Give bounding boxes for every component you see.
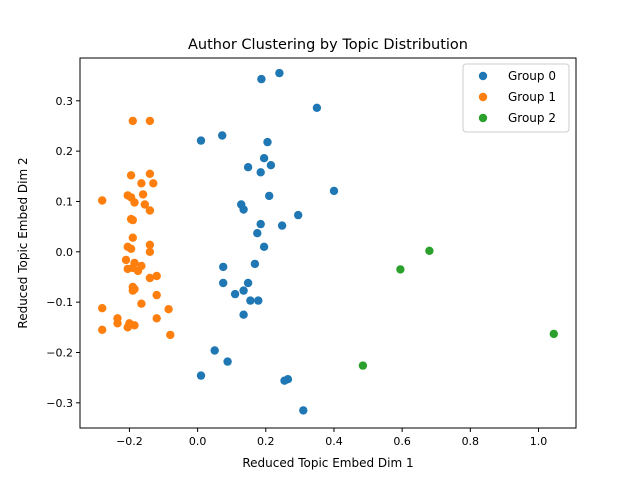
point-group-1-34: [164, 305, 173, 314]
y-axis-ticks: −0.3 −0.2 −0.1 0.0 0.1 0.2 0.3: [46, 95, 80, 410]
point-group-1-33: [98, 304, 107, 313]
point-group-0-28: [210, 346, 219, 355]
points-layer: [98, 68, 558, 415]
point-group-1-18: [126, 244, 136, 253]
point-group-1-14: [128, 215, 137, 225]
y-tick-label-2: −0.1: [46, 296, 73, 309]
point-group-0-7: [266, 161, 276, 170]
y-tick-label-6: 0.3: [56, 95, 74, 108]
point-group-1-6: [138, 190, 148, 199]
point-group-1-0: [128, 116, 137, 126]
point-group-1-4: [149, 179, 158, 188]
point-group-1-32: [137, 299, 146, 308]
point-group-0-14: [294, 210, 303, 220]
point-group-0-6: [259, 154, 269, 163]
point-group-0-25: [246, 296, 255, 305]
point-group-2-0: [425, 246, 434, 255]
point-group-0-27: [239, 310, 248, 319]
point-group-2-2: [358, 361, 368, 370]
x-tick-label-5: 0.8: [462, 435, 480, 448]
y-axis-label: Reduced Topic Embed Dim 2: [16, 157, 30, 328]
point-group-0-22: [243, 278, 253, 288]
point-group-1-41: [98, 325, 107, 334]
point-group-0-23: [239, 286, 248, 295]
point-group-0-16: [277, 221, 287, 230]
x-tick-label-2: 0.2: [257, 435, 275, 448]
point-group-0-19: [250, 259, 260, 269]
point-group-1-37: [113, 319, 122, 328]
point-group-0-17: [253, 229, 262, 238]
point-group-1-12: [145, 206, 155, 215]
point-group-0-30: [196, 371, 206, 380]
x-tick-label-0: −0.2: [116, 435, 143, 448]
y-tick-label-3: 0.0: [56, 246, 74, 259]
point-group-1-3: [126, 171, 136, 180]
point-group-0-13: [239, 205, 248, 214]
point-group-1-16: [145, 240, 155, 249]
point-group-0-29: [223, 357, 232, 366]
point-group-1-15: [128, 233, 137, 242]
point-group-1-40: [123, 323, 132, 332]
legend-label-group-0: Group 0: [508, 69, 556, 83]
point-group-1-25: [133, 266, 143, 276]
x-axis-label: Reduced Topic Embed Dim 1: [242, 456, 413, 470]
point-group-1-19: [145, 247, 155, 256]
legend-marker-group-1: [478, 92, 488, 102]
point-group-1-1: [145, 116, 155, 126]
legend: Group 0 Group 1 Group 2: [462, 63, 570, 133]
point-group-2-3: [549, 329, 558, 339]
point-group-1-5: [137, 179, 146, 188]
point-group-0-2: [312, 103, 322, 113]
point-group-1-27: [145, 273, 155, 283]
point-group-0-18: [259, 242, 269, 251]
point-group-1-42: [166, 330, 175, 340]
x-tick-label-3: 0.4: [325, 435, 343, 448]
legend-marker-group-2: [478, 113, 488, 123]
point-group-1-36: [152, 314, 161, 323]
point-group-0-26: [254, 296, 263, 305]
point-group-0-33: [299, 406, 308, 415]
point-group-1-39: [130, 321, 139, 330]
legend-frame: [462, 63, 570, 133]
y-tick-label-1: −0.2: [46, 346, 73, 359]
point-group-0-24: [230, 289, 240, 299]
point-group-1-11: [140, 200, 149, 209]
legend-label-group-2: Group 2: [508, 111, 556, 125]
point-group-0-5: [263, 137, 272, 147]
y-tick-label-4: 0.1: [56, 195, 74, 208]
point-group-0-9: [256, 168, 265, 177]
point-group-1-10: [130, 198, 139, 207]
y-tick-label-5: 0.2: [56, 145, 74, 158]
legend-marker-group-0: [478, 71, 488, 81]
x-tick-label-6: 1.0: [530, 435, 548, 448]
legend-label-group-1: Group 1: [508, 90, 556, 104]
point-group-1-30: [128, 286, 137, 295]
x-axis-ticks: −0.2 0.0 0.2 0.4 0.6 0.8 1.0: [116, 428, 547, 448]
point-group-0-32: [280, 376, 289, 385]
point-group-1-20: [121, 255, 131, 265]
point-group-0-4: [196, 136, 206, 145]
point-group-0-8: [243, 163, 253, 172]
x-tick-label-4: 0.6: [393, 435, 411, 448]
point-group-0-1: [257, 74, 266, 84]
axes-frame: [79, 57, 577, 429]
point-group-0-3: [218, 131, 227, 140]
point-group-0-20: [219, 262, 228, 272]
point-group-0-0: [275, 68, 284, 78]
y-tick-label-0: −0.3: [46, 397, 73, 410]
point-group-0-10: [329, 186, 339, 196]
point-group-1-9: [98, 196, 107, 205]
x-tick-label-1: 0.0: [189, 435, 207, 448]
chart-title: Author Clustering by Topic Distribution: [188, 37, 468, 53]
point-group-0-11: [265, 191, 274, 201]
point-group-1-2: [145, 169, 155, 178]
point-group-1-26: [152, 271, 161, 281]
point-group-1-31: [152, 290, 161, 300]
point-group-0-21: [219, 278, 228, 288]
point-group-1-24: [123, 264, 132, 274]
point-group-0-15: [256, 219, 265, 229]
point-group-2-1: [396, 265, 405, 274]
